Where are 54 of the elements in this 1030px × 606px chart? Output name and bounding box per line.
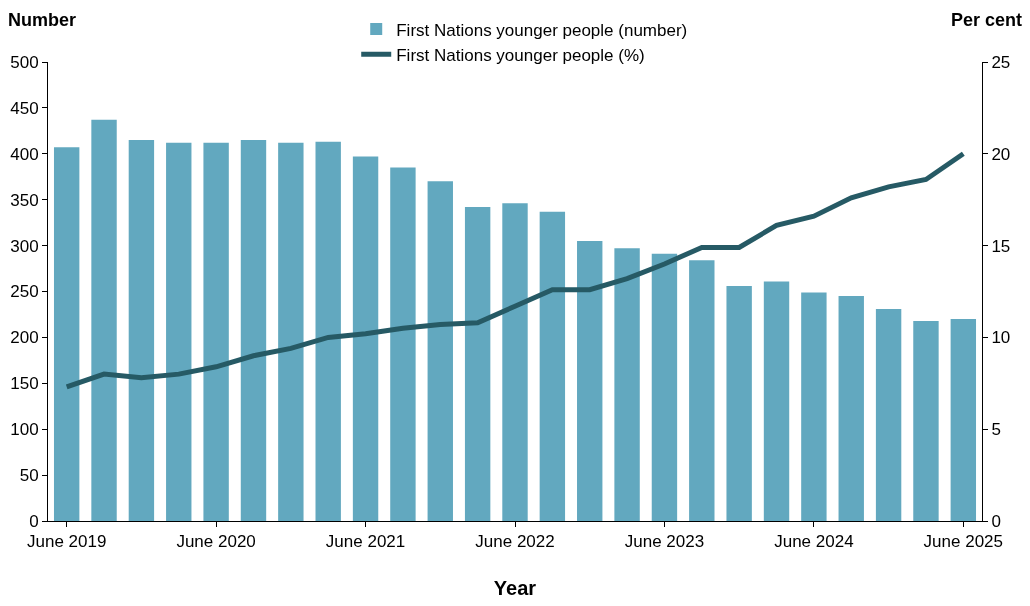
x-tick-label: June 2021: [325, 532, 406, 552]
y-tick-label: 400: [10, 144, 39, 164]
y2-tick-label: 0: [991, 511, 1001, 531]
bar: [950, 319, 977, 521]
y2-tick-label: 20: [991, 144, 1011, 164]
y-tick-label: 450: [10, 98, 39, 118]
bar: [427, 181, 453, 521]
bar: [166, 142, 192, 521]
bar: [726, 285, 752, 521]
y2-tick-label: 5: [991, 420, 1001, 440]
y-tick-label: 150: [10, 374, 39, 394]
bar: [240, 140, 267, 521]
x-tick-label: June 2022: [475, 532, 555, 552]
bar: [651, 253, 678, 521]
bar: [278, 142, 304, 521]
bar: [801, 292, 827, 521]
y-tick-label: 50: [19, 466, 39, 486]
y2-tick-label: 15: [991, 236, 1011, 256]
x-tick-label: June 2023: [624, 532, 705, 552]
y-tick-label: 300: [10, 236, 39, 256]
y2-tick-label: 25: [991, 52, 1011, 72]
y-tick-label: 500: [10, 52, 39, 72]
bar: [390, 167, 416, 521]
bar: [502, 203, 528, 521]
bar: [128, 140, 155, 521]
y-axis-title: Number: [8, 10, 77, 30]
bar: [53, 147, 80, 521]
y-tick-label: 200: [10, 328, 39, 348]
y-tick-label: 0: [29, 511, 39, 531]
bar: [464, 207, 491, 521]
bar: [875, 308, 902, 521]
bar: [838, 296, 864, 521]
y2-tick-label: 10: [991, 328, 1011, 348]
y-tick-label: 250: [10, 282, 39, 302]
x-tick-label: June 2020: [176, 532, 256, 552]
bar: [203, 142, 229, 521]
x-axis-title: Year: [493, 576, 537, 599]
x-tick-label: June 2024: [774, 532, 854, 552]
y-tick-label: 100: [10, 420, 39, 440]
x-tick-label: June 2025: [923, 532, 1004, 552]
x-tick-label: June 2019: [26, 532, 107, 552]
bar: [913, 320, 939, 521]
legend-label: First Nations younger people (number): [396, 20, 688, 40]
bar: [352, 156, 379, 521]
bar: [614, 248, 640, 521]
bar: [763, 281, 790, 521]
bar: [577, 241, 603, 521]
legend-label: First Nations younger people (%): [396, 45, 645, 65]
bar: [539, 211, 566, 521]
bar: [689, 260, 715, 521]
y-tick-label: 350: [10, 190, 39, 210]
y2-axis-title: Per cent: [951, 10, 1023, 30]
bar: [91, 119, 117, 521]
bar: [315, 141, 341, 521]
